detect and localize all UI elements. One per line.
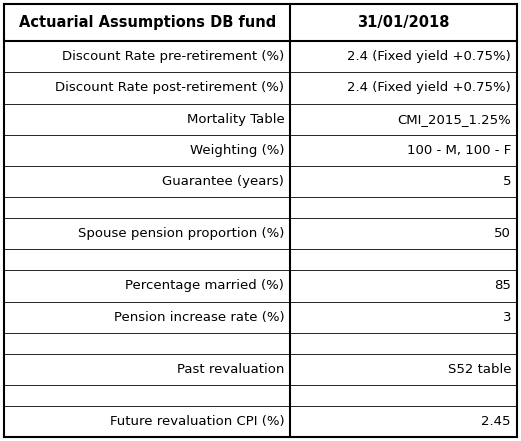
- Text: 2.4 (Fixed yield +0.75%): 2.4 (Fixed yield +0.75%): [348, 50, 511, 63]
- Text: 31/01/2018: 31/01/2018: [357, 15, 450, 30]
- Text: Percentage married (%): Percentage married (%): [126, 280, 284, 292]
- Text: Guarantee (years): Guarantee (years): [163, 175, 284, 188]
- Text: 2.45: 2.45: [481, 415, 511, 428]
- Text: 85: 85: [494, 280, 511, 292]
- Text: CMI_2015_1.25%: CMI_2015_1.25%: [397, 113, 511, 126]
- Text: 100 - M, 100 - F: 100 - M, 100 - F: [407, 144, 511, 157]
- Text: 3: 3: [502, 310, 511, 324]
- Text: Pension increase rate (%): Pension increase rate (%): [114, 310, 284, 324]
- Text: Future revaluation CPI (%): Future revaluation CPI (%): [109, 415, 284, 428]
- Text: Mortality Table: Mortality Table: [187, 113, 284, 126]
- Text: 50: 50: [494, 227, 511, 240]
- Text: 2.4 (Fixed yield +0.75%): 2.4 (Fixed yield +0.75%): [348, 82, 511, 94]
- Text: S52 table: S52 table: [448, 363, 511, 376]
- Text: Actuarial Assumptions DB fund: Actuarial Assumptions DB fund: [19, 15, 276, 30]
- Text: Discount Rate post-retirement (%): Discount Rate post-retirement (%): [55, 82, 284, 94]
- Text: Spouse pension proportion (%): Spouse pension proportion (%): [78, 227, 284, 240]
- Text: Discount Rate pre-retirement (%): Discount Rate pre-retirement (%): [62, 50, 284, 63]
- Text: 5: 5: [502, 175, 511, 188]
- Text: Past revaluation: Past revaluation: [177, 363, 284, 376]
- Text: Weighting (%): Weighting (%): [190, 144, 284, 157]
